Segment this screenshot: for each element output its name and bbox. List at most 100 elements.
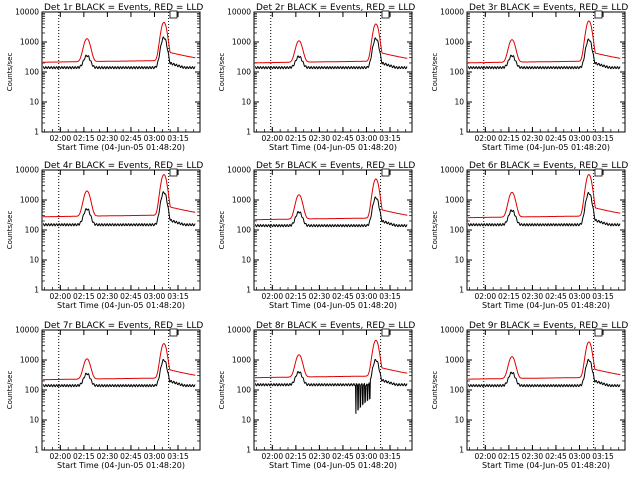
legend-marker [381, 168, 390, 177]
x-tick-label: 02:00 [49, 292, 71, 301]
y-tick-label: 1000 [20, 356, 39, 365]
plot-title: Det 5r BLACK = Events, RED = LLD [256, 161, 415, 171]
x-tick-label: 03:00 [569, 134, 591, 143]
x-tick-label: 02:00 [261, 452, 283, 461]
series-events-line [254, 37, 408, 70]
x-tick-label: 02:30 [522, 292, 544, 301]
y-tick-label: 1000 [445, 356, 464, 365]
series-lld-line [468, 174, 621, 219]
detector-plot-7: Det 7r BLACK = Events, RED = LLD 1 10 100 10… [6, 321, 203, 470]
y-tick-label: 1000 [20, 38, 39, 47]
y-tick-label: 10000 [15, 326, 39, 335]
series-events-line [254, 359, 408, 414]
x-axis-label: Start Time (04-Jun-05 01:48:20) [269, 461, 397, 470]
plot-title: Det 8r BLACK = Events, RED = LLD [256, 321, 415, 331]
y-axis-label: Counts/sec [6, 53, 14, 92]
y-tick-label: 1 [34, 128, 39, 137]
x-tick-label: 02:30 [97, 292, 119, 301]
plot-frame [41, 329, 201, 451]
x-tick-label: 03:00 [569, 452, 591, 461]
detector-plot-8: Det 8r BLACK = Events, RED = LLD 1 10 100 10… [218, 321, 415, 470]
x-tick-label: 03:15 [379, 452, 401, 461]
series-lld-line [255, 339, 408, 379]
x-tick-label: 02:15 [285, 134, 307, 143]
x-axis-label: Start Time (04-Jun-05 01:48:20) [482, 461, 610, 470]
x-tick-label: 03:15 [592, 452, 614, 461]
x-tick-label: 03:15 [167, 134, 189, 143]
x-tick-label: 03:00 [144, 292, 166, 301]
x-tick-label: 02:45 [545, 134, 567, 143]
y-tick-label: 100 [450, 386, 465, 395]
series-lld-line [43, 343, 196, 381]
x-axis-label: Start Time (04-Jun-05 01:48:20) [269, 143, 397, 152]
y-tick-label: 1 [34, 446, 39, 455]
y-tick-label: 10000 [15, 166, 39, 175]
x-axis-label: Start Time (04-Jun-05 01:48:20) [482, 143, 610, 152]
x-tick-label: 02:30 [309, 134, 331, 143]
y-tick-label: 1000 [232, 356, 251, 365]
x-tick-label: 03:00 [356, 292, 378, 301]
x-tick-label: 03:00 [144, 134, 166, 143]
plot-frame [466, 11, 626, 133]
x-tick-label: 02:15 [73, 134, 95, 143]
x-tick-label: 02:15 [73, 452, 95, 461]
plot-title: Det 3r BLACK = Events, RED = LLD [469, 3, 628, 13]
y-tick-label: 10 [454, 416, 464, 425]
detector-plot-3: Det 3r BLACK = Events, RED = LLD 1 10 100 10… [431, 3, 628, 152]
x-axis-label: Start Time (04-Jun-05 01:48:20) [57, 143, 185, 152]
x-tick-label: 02:15 [498, 134, 520, 143]
y-tick-label: 1000 [445, 38, 464, 47]
x-tick-label: 02:30 [522, 134, 544, 143]
x-tick-label: 03:15 [167, 292, 189, 301]
x-axis-label: Start Time (04-Jun-05 01:48:20) [57, 301, 185, 310]
plot-frame [253, 169, 413, 291]
series-events-line [42, 191, 196, 227]
x-tick-label: 02:15 [285, 292, 307, 301]
x-tick-label: 03:15 [592, 134, 614, 143]
y-axis-label: Counts/sec [431, 371, 439, 410]
plot-frame [253, 329, 413, 451]
y-tick-label: 10000 [227, 326, 251, 335]
x-tick-label: 03:00 [356, 134, 378, 143]
y-axis-label: Counts/sec [6, 211, 14, 250]
x-tick-label: 02:45 [120, 134, 142, 143]
x-tick-label: 02:00 [474, 452, 496, 461]
y-tick-label: 100 [450, 68, 465, 77]
y-tick-label: 10 [29, 98, 39, 107]
y-tick-label: 1 [246, 446, 251, 455]
y-tick-label: 100 [237, 386, 252, 395]
legend-marker [169, 168, 178, 177]
detector-plot-2: Det 2r BLACK = Events, RED = LLD 1 10 100 10… [218, 3, 415, 152]
x-tick-label: 02:45 [332, 134, 354, 143]
y-tick-label: 1 [34, 286, 39, 295]
legend-marker [594, 328, 603, 337]
y-tick-label: 10 [454, 256, 464, 265]
x-axis-label: Start Time (04-Jun-05 01:48:20) [482, 301, 610, 310]
x-tick-label: 02:30 [309, 452, 331, 461]
y-tick-label: 1 [246, 286, 251, 295]
y-tick-label: 10000 [227, 8, 251, 17]
legend-marker [594, 10, 603, 19]
x-tick-label: 02:00 [49, 452, 71, 461]
series-lld-line [468, 341, 621, 380]
series-events-line [42, 36, 196, 70]
x-tick-label: 02:45 [120, 452, 142, 461]
x-tick-label: 02:45 [332, 292, 354, 301]
x-tick-label: 02:30 [309, 292, 331, 301]
detector-plot-1: Det 1r BLACK = Events, RED = LLD 1 10 100 10… [6, 3, 203, 152]
x-tick-label: 02:00 [474, 134, 496, 143]
y-tick-label: 10000 [440, 166, 464, 175]
x-axis-label: Start Time (04-Jun-05 01:48:20) [269, 301, 397, 310]
x-tick-label: 02:00 [261, 134, 283, 143]
y-axis-label: Counts/sec [431, 53, 439, 92]
y-tick-label: 10000 [440, 326, 464, 335]
y-tick-label: 10000 [15, 8, 39, 17]
series-events-line [254, 196, 408, 228]
y-axis-label: Counts/sec [6, 371, 14, 410]
series-events-line [42, 359, 196, 388]
x-tick-label: 02:15 [285, 452, 307, 461]
plot-title: Det 7r BLACK = Events, RED = LLD [44, 321, 203, 331]
y-tick-label: 1000 [232, 196, 251, 205]
y-axis-label: Counts/sec [431, 211, 439, 250]
x-tick-label: 02:45 [545, 452, 567, 461]
